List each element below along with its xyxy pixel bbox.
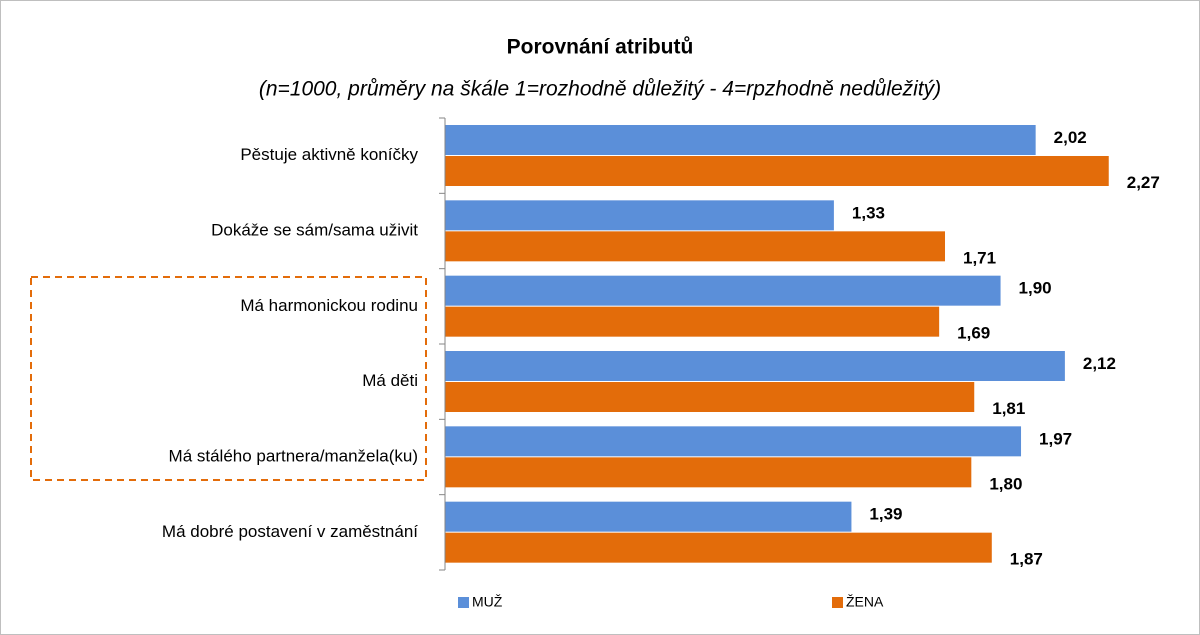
data-label: 2,02 bbox=[1054, 128, 1087, 147]
category-label: Dokáže se sám/sama uživit bbox=[211, 220, 418, 239]
chart-subtitle: (n=1000, průměry na škále 1=rozhodně důl… bbox=[259, 78, 941, 101]
legend-label: MUŽ bbox=[472, 594, 503, 610]
bar bbox=[445, 382, 975, 412]
bar bbox=[445, 457, 972, 488]
legend-swatch bbox=[832, 597, 843, 608]
bar bbox=[445, 351, 1065, 381]
data-label: 1,80 bbox=[989, 474, 1022, 493]
category-label: Má dobré postavení v zaměstnání bbox=[162, 522, 418, 541]
category-label: Pěstuje aktivně koníčky bbox=[240, 145, 418, 164]
data-label: 1,33 bbox=[852, 203, 885, 222]
data-label: 1,90 bbox=[1019, 279, 1052, 298]
bar bbox=[445, 426, 1022, 457]
data-label: 1,97 bbox=[1039, 429, 1072, 448]
highlight-box bbox=[30, 276, 427, 481]
bar bbox=[445, 200, 834, 231]
data-label: 1,71 bbox=[963, 248, 996, 267]
category-label: Má stálého partnera/manžela(ku) bbox=[169, 446, 418, 465]
bar bbox=[445, 231, 946, 262]
data-label: 1,87 bbox=[1010, 550, 1043, 569]
data-label: 1,69 bbox=[957, 324, 990, 343]
legend-label: ŽENA bbox=[846, 594, 884, 610]
data-label: 2,27 bbox=[1127, 173, 1160, 192]
bar bbox=[445, 501, 852, 532]
bar bbox=[445, 306, 940, 337]
bar bbox=[445, 125, 1036, 155]
bar bbox=[445, 532, 992, 563]
data-label: 2,12 bbox=[1083, 354, 1116, 373]
category-label: Má děti bbox=[362, 371, 418, 390]
data-label: 1,81 bbox=[992, 399, 1025, 418]
legend-swatch bbox=[458, 597, 469, 608]
bar bbox=[445, 156, 1109, 186]
data-label: 1,39 bbox=[869, 505, 902, 524]
bar bbox=[445, 275, 1001, 306]
chart-title: Porovnání atributů bbox=[507, 36, 694, 59]
category-label: Má harmonickou rodinu bbox=[240, 296, 418, 315]
